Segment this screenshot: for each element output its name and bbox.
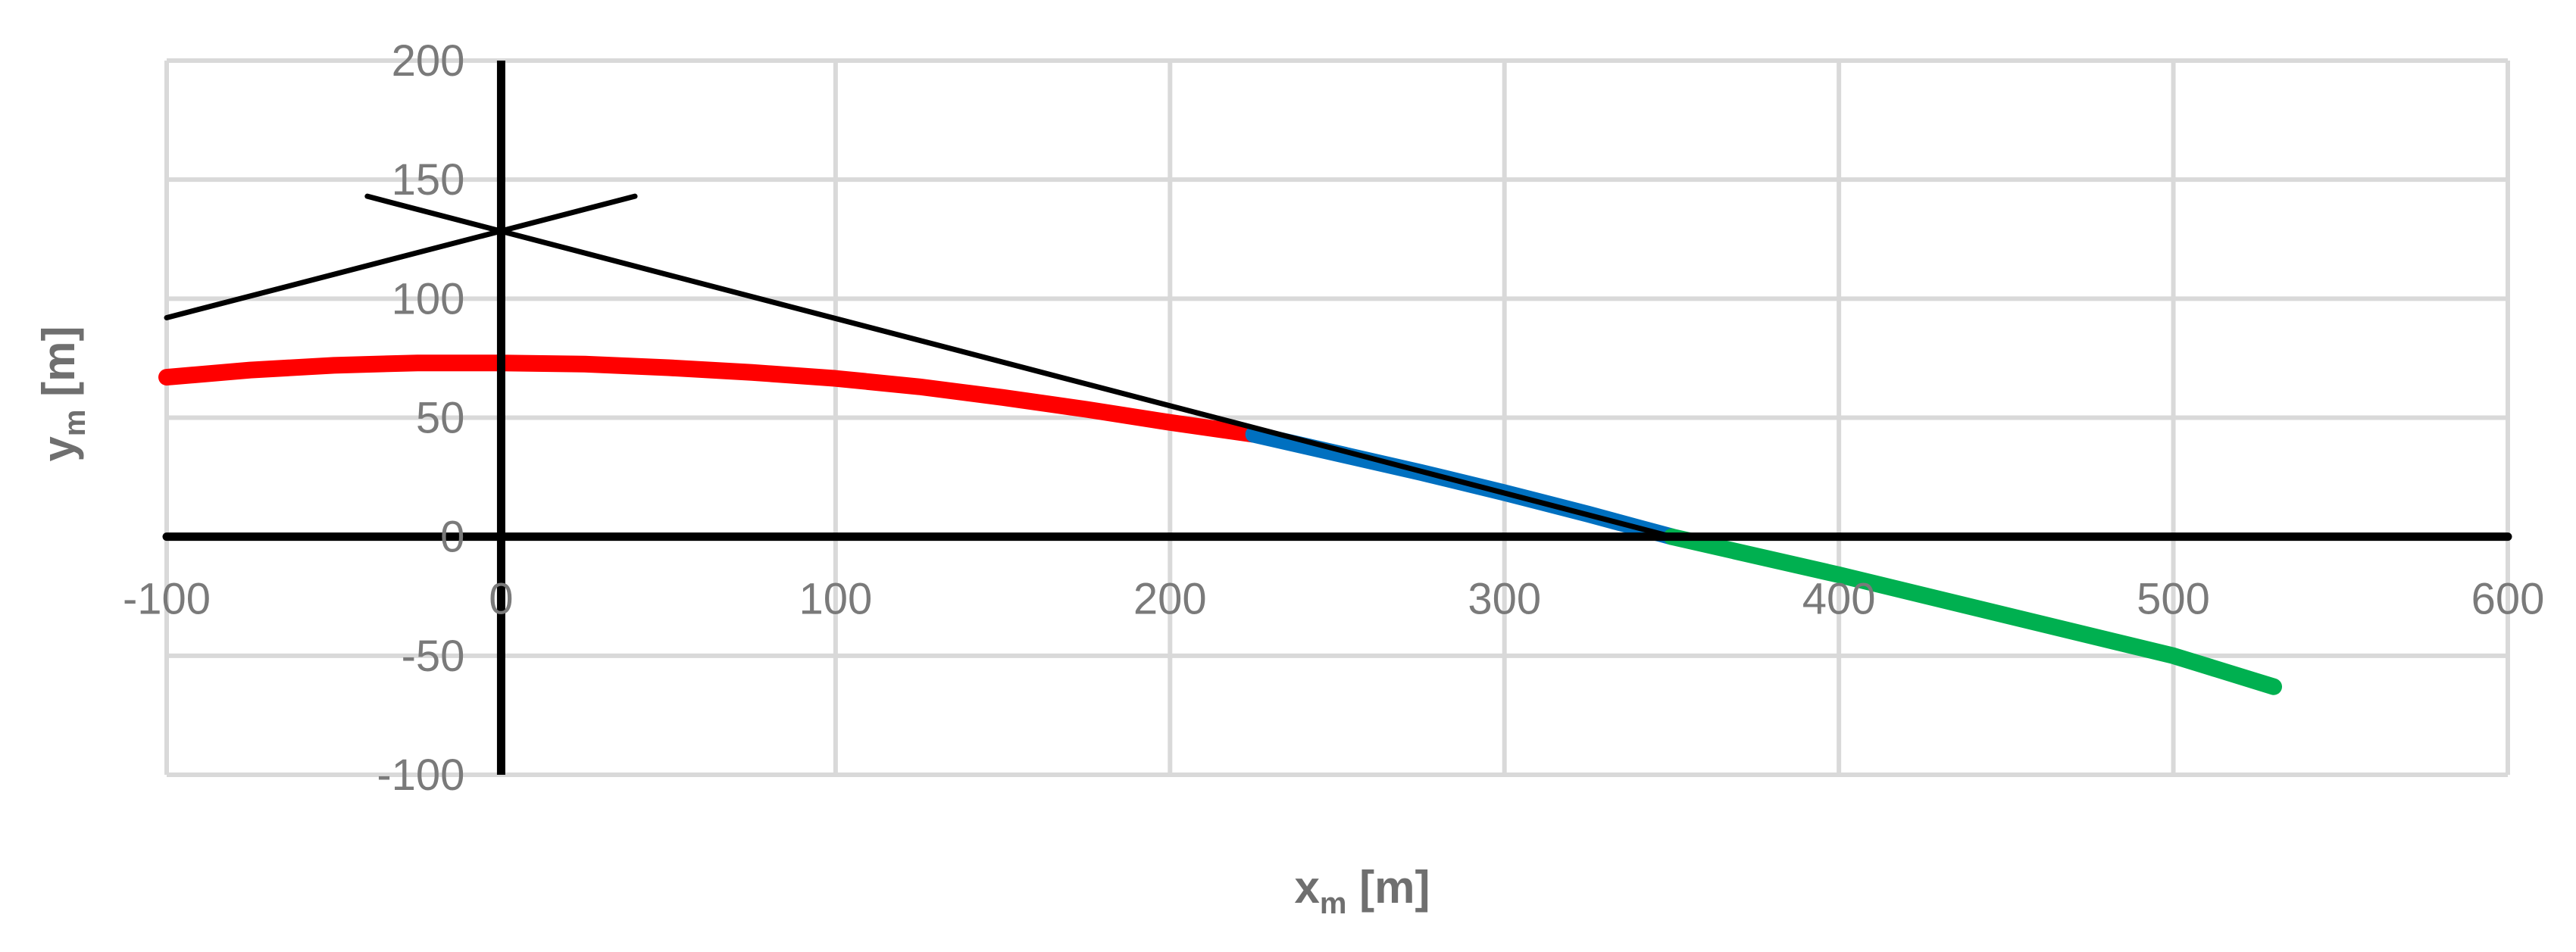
y-tick-labels: -100 -50 0 50 100 150 200 — [377, 36, 464, 800]
x-tick-label: 300 — [1468, 575, 1541, 624]
y-tick-label: 200 — [392, 36, 465, 86]
x-tick-labels: -100 0 100 200 300 400 500 600 — [123, 575, 2544, 624]
y-tick-label: 50 — [416, 394, 465, 443]
y-axis-title: ym [m] — [33, 326, 92, 462]
y-tick-label: 100 — [392, 274, 465, 323]
y-tick-label: 0 — [440, 513, 464, 562]
x-tick-label: 100 — [799, 575, 872, 624]
series-line-4 — [364, 193, 1674, 540]
series-group — [158, 193, 2282, 695]
x-tick-label: 200 — [1133, 575, 1207, 624]
series-line-3 — [1663, 528, 2282, 695]
x-tick-label: 0 — [489, 575, 513, 624]
x-tick-label: 400 — [1802, 575, 1876, 624]
series-line-1 — [158, 354, 1262, 443]
x-tick-label: 500 — [2137, 575, 2210, 624]
zero-axes — [162, 61, 2512, 775]
x-tick-label: -100 — [123, 575, 211, 624]
x-tick-label: 600 — [2471, 575, 2545, 624]
y-tick-label: 150 — [392, 155, 465, 204]
series-line-5 — [164, 193, 638, 320]
gridlines — [164, 58, 2510, 777]
y-tick-label: -100 — [377, 751, 464, 800]
x-axis-title: xm [m] — [1295, 862, 1430, 920]
y-tick-label: -50 — [402, 632, 465, 681]
